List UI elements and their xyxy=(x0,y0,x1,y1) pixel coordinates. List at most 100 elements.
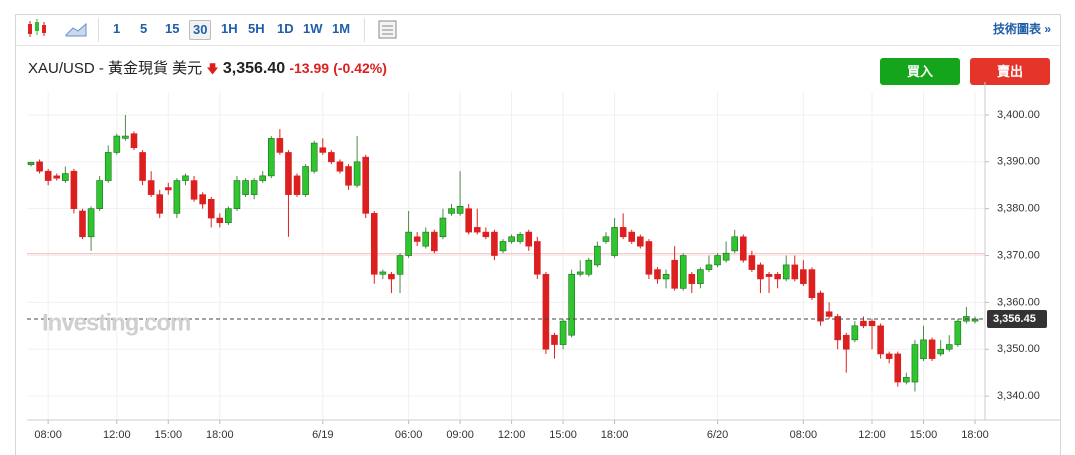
interval[interactable]: 15 xyxy=(165,21,180,36)
candle-body xyxy=(362,156,369,214)
interval[interactable]: 1H xyxy=(221,21,238,36)
interval[interactable]: 5H xyxy=(248,21,265,36)
candle-body xyxy=(928,339,936,359)
candle-body xyxy=(336,161,344,172)
candle-body xyxy=(147,180,155,195)
candle-body xyxy=(250,180,258,195)
candle-body xyxy=(516,234,524,242)
interval[interactable]: 30 xyxy=(189,20,212,40)
candle-body xyxy=(825,311,833,317)
interval[interactable]: 1 xyxy=(113,21,121,36)
separator xyxy=(98,18,99,42)
candle-body xyxy=(662,273,670,280)
candle-body xyxy=(79,210,86,238)
candle-body xyxy=(225,208,232,224)
candle-body xyxy=(302,166,309,195)
watermark: Investing.com xyxy=(42,309,190,336)
change-percent: (-0.42%) xyxy=(333,60,387,76)
x-tick-label: 15:00 xyxy=(155,429,183,441)
candle-body xyxy=(173,180,181,214)
candle-body xyxy=(671,259,678,289)
change: -13.99 xyxy=(289,60,330,76)
candle-body xyxy=(945,344,953,350)
candle-body xyxy=(860,320,867,327)
x-tick-label: 12:00 xyxy=(498,429,526,441)
last-price-box xyxy=(987,310,1047,329)
technical-chart-link[interactable]: 技術圖表 » xyxy=(992,22,1051,36)
quote-header: XAU/USD - 黃金現貨 美元 🡇 3,356.40 -13.99 (-0.… xyxy=(28,57,387,81)
candle-body xyxy=(27,161,35,165)
y-tick-label: 3,380.00 xyxy=(997,203,1040,215)
candle-body xyxy=(165,187,172,191)
candle-body xyxy=(705,264,713,270)
x-tick-label: 15:00 xyxy=(910,429,938,441)
candle-body xyxy=(508,236,515,242)
candle-body xyxy=(482,231,490,238)
candle-body xyxy=(722,252,730,261)
candle-body xyxy=(156,194,164,214)
y-tick-label: 3,390.00 xyxy=(997,156,1040,168)
candle-body xyxy=(774,273,781,280)
candle-body xyxy=(396,255,404,275)
down-arrow: 🡇 xyxy=(206,62,219,76)
candle-body xyxy=(920,339,927,359)
x-tick-label: 6/19 xyxy=(312,429,333,441)
candle-body xyxy=(594,245,601,266)
candle-body xyxy=(285,152,292,195)
interval[interactable]: 1W xyxy=(303,21,323,36)
candle-body xyxy=(637,236,644,247)
area-icon[interactable] xyxy=(62,15,92,45)
candle-body xyxy=(697,269,704,284)
candle-body xyxy=(619,227,627,238)
candle-body xyxy=(379,271,387,275)
candle-body xyxy=(817,292,824,322)
candle-body xyxy=(113,135,121,153)
interval[interactable]: 1M xyxy=(332,21,351,36)
buy-button[interactable]: 買入 xyxy=(880,58,960,85)
candle-body xyxy=(96,180,103,209)
x-tick-label: 18:00 xyxy=(961,429,989,441)
candle-body xyxy=(353,161,361,186)
candle-icon[interactable] xyxy=(24,15,54,45)
candle-body xyxy=(370,213,378,275)
instrument: XAU/USD - 黃金現貨 美元 xyxy=(28,60,203,77)
toolbar: 1 5 15 30 1H 5H 1D 1W 1M 技術圖表 » xyxy=(16,15,1060,46)
last-price-label: 3,356.45 xyxy=(993,313,1036,325)
candle-body xyxy=(611,227,618,256)
interval[interactable]: 1D xyxy=(277,21,294,36)
candle-body xyxy=(834,316,841,341)
candle-body xyxy=(70,170,78,209)
candle-body xyxy=(293,175,301,195)
candle-body xyxy=(405,231,412,256)
candle-body xyxy=(851,325,859,341)
candle-body xyxy=(216,217,224,224)
x-tick-label: 08:00 xyxy=(34,429,62,441)
candle-body xyxy=(868,320,876,327)
candle-body xyxy=(439,217,447,238)
candle-body xyxy=(44,170,52,181)
candle-body xyxy=(319,147,327,153)
candle-body xyxy=(714,255,721,266)
candle-body xyxy=(568,273,575,336)
candle-body xyxy=(842,334,850,350)
candle-body xyxy=(602,236,610,242)
candle-body xyxy=(491,231,498,256)
candle-body xyxy=(276,138,284,153)
candle-body xyxy=(782,264,790,280)
candle-body xyxy=(207,199,215,219)
candle-body xyxy=(808,269,816,299)
candle-body xyxy=(559,320,567,345)
candle-body xyxy=(765,273,773,277)
table-icon[interactable] xyxy=(376,15,400,45)
candle-body xyxy=(413,236,421,242)
candle-body xyxy=(757,264,764,280)
candle-body xyxy=(465,208,472,233)
candle-body xyxy=(679,255,687,289)
candle-body xyxy=(182,175,189,181)
interval[interactable]: 5 xyxy=(140,21,148,36)
candle-body xyxy=(525,231,533,247)
sell-button[interactable]: 賣出 xyxy=(970,58,1050,85)
candle-body xyxy=(130,133,138,149)
